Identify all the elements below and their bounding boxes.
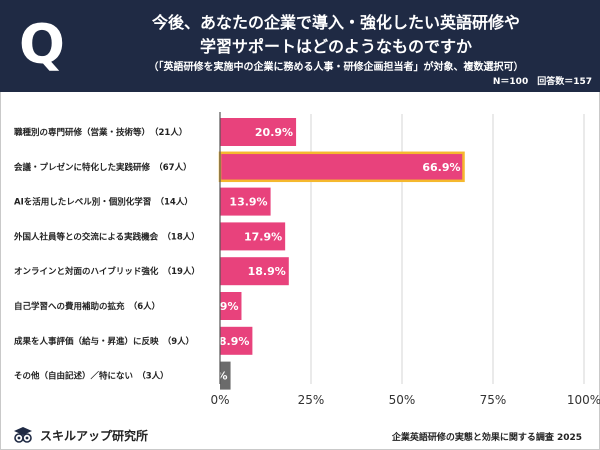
bar-value-label-3: 17.9% [244,230,282,243]
bar-value-label-2: 13.9% [229,196,267,209]
bar-value-label-1: 66.9% [422,161,460,174]
sample-size-label: N＝100 回答数＝157 [492,77,592,87]
owl-icon [14,427,32,443]
bar-7 [220,361,231,390]
brand-logo: スキルアップ研究所 [12,424,148,446]
x-tick-label-75: 75% [480,393,507,407]
bar-6 [220,326,253,355]
header-banner: Q 今後、あなたの企業で導入・強化したい英語研修や 学習サポートはどのようなもの… [0,0,600,92]
x-tick-label-0: 0% [210,393,229,407]
bar-value-label-7: 2.9% [197,370,228,383]
question-badge-letter: Q [19,13,65,76]
category-label-3: 外国人社員等との交流による実践機会 （18人） [13,231,200,242]
category-label-1: 会議・プレゼンに特化した実践研修 （67人） [13,162,192,173]
bar-2 [220,187,271,216]
chart-title-line2: 学習サポートはどのようなものですか [199,37,472,56]
x-tick-label-25: 25% [298,393,325,407]
category-label-4: オンラインと対面のハイブリッド強化 （19人） [14,266,200,277]
question-badge: Q [8,8,76,84]
category-label-5: 自己学習への費用補助の拡充 （6人） [14,301,160,312]
bar-5 [220,292,242,320]
bar-chart: 20.9% 職種別の専門研修（営業・技術等） （21人） 66.9% 会議・プレゼンに… [13,112,600,407]
bar-value-label-6: 8.9% [219,335,250,348]
brand-name: スキルアップ研究所 [40,428,149,443]
bar-4 [220,257,289,286]
bar-3 [220,222,286,251]
chart-subtitle: （「英語研修を実施中の企業に務める人事・研修企画担当者」が対象、複数選択可） [148,62,524,73]
source-note: 企業英語研修の実態と効果に関する調査 2025 [391,433,582,443]
bar-value-label-5: 5.9% [208,300,239,313]
x-tick-label-50: 50% [389,393,416,407]
chart-title-line1: 今後、あなたの企業で導入・強化したい英語研修や [151,13,520,32]
x-tick-label-100: 100% [567,393,600,407]
bar-0 [220,118,297,146]
category-label-2: AIを活用したレベル別・個別化学習 （14人） [14,197,193,208]
bar-1 [218,151,465,183]
bar-value-label-4: 18.9% [248,265,286,278]
category-label-7: その他（自由記述）／特にない （3人） [14,371,169,382]
category-label-6: 成果を人事評価（給与・昇進）に反映 （9人） [14,336,194,347]
bar-value-label-0: 20.9% [255,126,293,139]
category-label-0: 職種別の専門研修（営業・技術等） （21人） [14,127,187,138]
